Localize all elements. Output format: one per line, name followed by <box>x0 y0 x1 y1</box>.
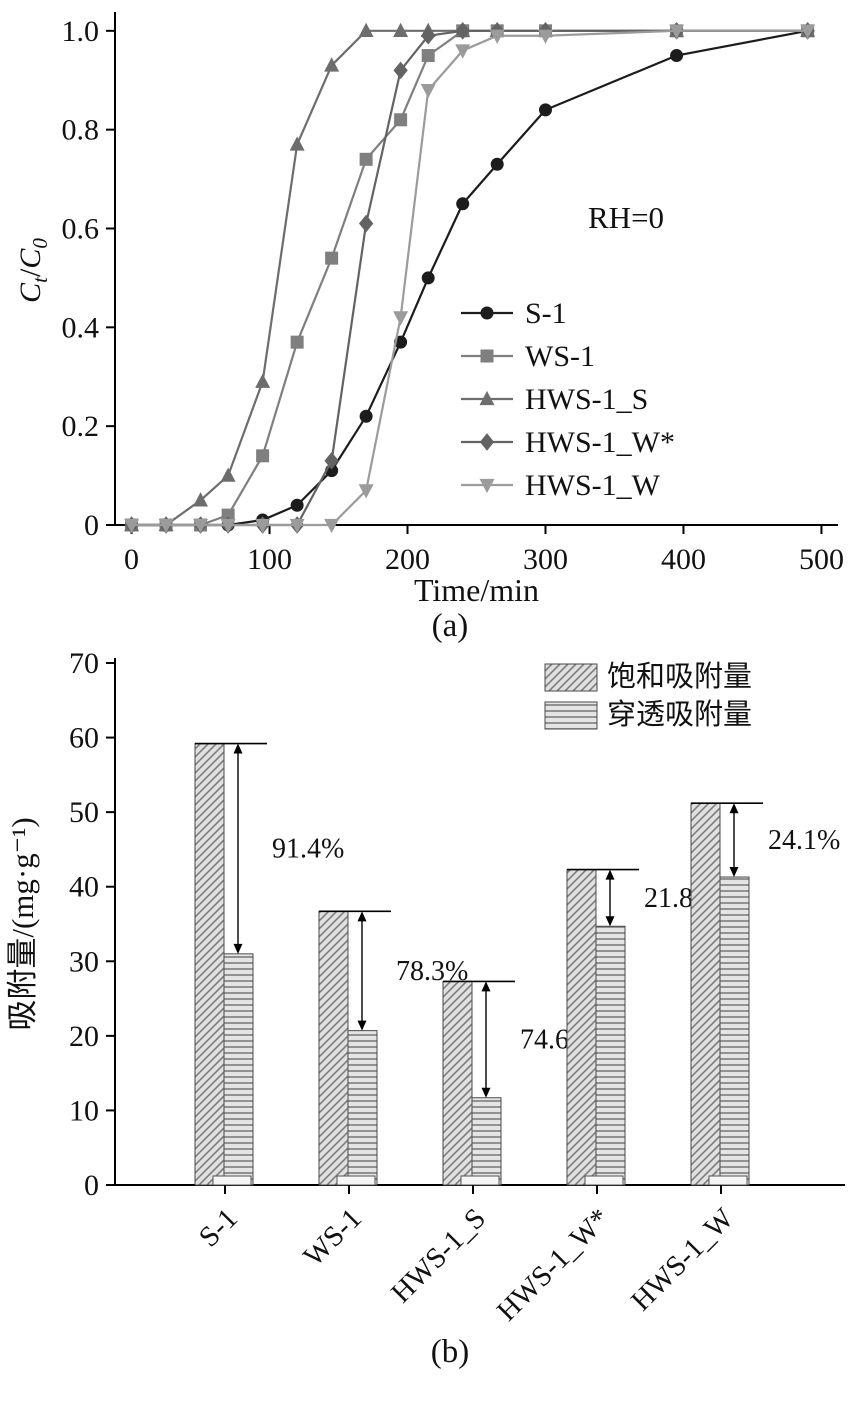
svg-text:RH=0: RH=0 <box>588 200 664 235</box>
svg-text:HWS-1_W*: HWS-1_W* <box>491 1203 616 1328</box>
svg-text:WS-1: WS-1 <box>525 340 595 373</box>
svg-text:100: 100 <box>247 543 292 576</box>
line-chart-panel-a: 0 100 200 300 400 500 0 0.2 0.4 0.6 0.8 1.0 RH=0 S-1 W… <box>14 12 844 608</box>
bar-chart-panel-b: 01020304050607091.4%S-178.3%WS-174.6%HWS… <box>5 648 845 1328</box>
svg-text:30: 30 <box>69 946 99 979</box>
caption-b: (b) <box>430 1334 470 1371</box>
svg-text:Time/min: Time/min <box>414 572 539 608</box>
svg-text:HWS-1_W: HWS-1_W <box>525 469 661 502</box>
svg-text:400: 400 <box>661 543 706 576</box>
svg-text:0: 0 <box>124 543 139 576</box>
svg-text:饱和吸附量: 饱和吸附量 <box>607 660 752 693</box>
svg-text:300: 300 <box>523 543 568 576</box>
svg-text:0.4: 0.4 <box>62 311 100 344</box>
svg-text:10: 10 <box>69 1095 99 1128</box>
svg-text:0.2: 0.2 <box>62 410 100 443</box>
svg-text:S-1: S-1 <box>525 297 567 330</box>
svg-text:吸附量/(mg·g⁻¹): 吸附量/(mg·g⁻¹) <box>5 818 40 1031</box>
svg-text:50: 50 <box>69 796 99 829</box>
svg-text:20: 20 <box>69 1020 99 1053</box>
svg-text:0: 0 <box>84 509 99 542</box>
caption-a: (a) <box>431 608 469 644</box>
svg-text:91.4%: 91.4% <box>272 834 344 865</box>
svg-text:70: 70 <box>69 648 99 680</box>
svg-text:Ct/C0: Ct/C0 <box>14 238 52 303</box>
svg-text:0: 0 <box>84 1169 99 1202</box>
svg-text:0.6: 0.6 <box>62 212 100 245</box>
figure: 0 100 200 300 400 500 0 0.2 0.4 0.6 0.8 1.0 RH=0 S-1 W… <box>5 12 845 1371</box>
svg-text:24.1%: 24.1% <box>768 825 840 856</box>
svg-text:穿透吸附量: 穿透吸附量 <box>607 698 752 731</box>
svg-text:WS-1: WS-1 <box>297 1203 367 1273</box>
svg-text:0.8: 0.8 <box>62 114 100 147</box>
svg-text:60: 60 <box>69 722 99 755</box>
svg-text:HWS-1_S: HWS-1_S <box>525 383 648 416</box>
svg-text:S-1: S-1 <box>193 1203 244 1254</box>
svg-text:1.0: 1.0 <box>62 15 100 48</box>
svg-text:HWS-1_W: HWS-1_W <box>625 1202 740 1317</box>
svg-text:40: 40 <box>69 871 99 904</box>
svg-text:HWS-1_S: HWS-1_S <box>385 1203 492 1310</box>
svg-text:200: 200 <box>385 543 430 576</box>
svg-text:500: 500 <box>799 543 844 576</box>
svg-text:HWS-1_W*: HWS-1_W* <box>525 426 675 459</box>
